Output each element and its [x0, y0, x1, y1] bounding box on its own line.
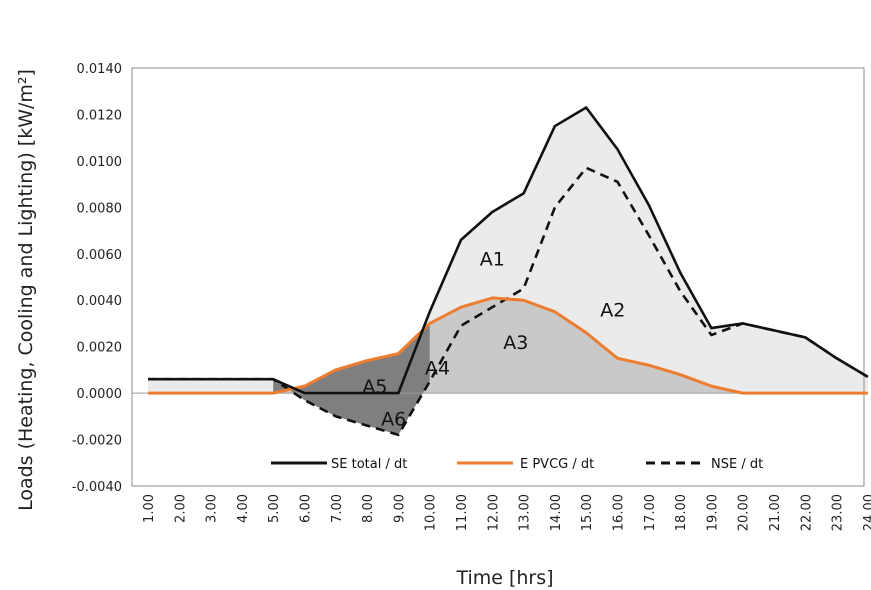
y-tick-labels: 0.0140 0.0120 0.0100 0.0080 0.0060 0.0040 0.00… — [72, 62, 122, 495]
x-axis-title: Time [hrs] — [455, 567, 553, 589]
x-tick-label: 12.00 — [486, 494, 501, 531]
area-label-a3: A3 — [503, 332, 528, 354]
x-tick-label: 1.00 — [142, 494, 157, 523]
x-tick-label: 15.00 — [580, 494, 595, 531]
x-tick-label: 13.00 — [518, 494, 533, 531]
series-line-0 — [148, 106, 869, 395]
shaded-areas — [148, 107, 868, 435]
legend-label-2: NSE / dt — [711, 457, 763, 472]
area-fill-pv — [148, 297, 868, 394]
area-fill-light — [148, 107, 868, 394]
x-tick-label: 14.00 — [549, 494, 564, 531]
area-labels: A1 A2 A3 A4 A5 A6 — [362, 248, 625, 430]
x-tick-label: 10.00 — [424, 494, 439, 531]
y-tick-label: 0.0120 — [77, 108, 123, 123]
y-tick-label: 0.0100 — [77, 155, 123, 170]
x-tick-label: 5.00 — [267, 494, 282, 523]
y-axis-title: Loads (Heating, Cooling and Lighting) [k… — [15, 69, 37, 511]
plot-frame — [131, 67, 865, 487]
legend-label-1: E PVCG / dt — [520, 457, 594, 472]
x-tick-label: 11.00 — [455, 494, 470, 531]
area-label-a5: A5 — [362, 376, 387, 398]
x-tick-label: 23.00 — [831, 494, 846, 531]
x-tick-label: 22.00 — [799, 494, 814, 531]
legend: SE total / dt E PVCG / dt NSE / dt — [271, 457, 763, 472]
x-tick-label: 2.00 — [173, 494, 188, 523]
x-tick-label: 21.00 — [768, 494, 783, 531]
y-tick-label: 0.0000 — [77, 387, 123, 402]
y-tick-label: 0.0060 — [77, 248, 123, 263]
x-tick-label: 9.00 — [392, 494, 407, 523]
x-tick-label: 7.00 — [330, 494, 345, 523]
y-tick-label: 0.0020 — [77, 341, 123, 356]
x-tick-label: 8.00 — [361, 494, 376, 523]
area-label-a6: A6 — [381, 409, 406, 431]
x-tick-label: 16.00 — [612, 494, 627, 531]
x-tick-label: 19.00 — [705, 494, 720, 531]
series-lines — [148, 106, 869, 437]
series-line-1 — [148, 296, 868, 395]
area-fill-dark — [273, 323, 430, 435]
legend-label-0: SE total / dt — [331, 457, 407, 472]
y-tick-label: 0.0080 — [77, 201, 123, 216]
x-tick-label: 6.00 — [299, 494, 314, 523]
x-tick-label: 18.00 — [674, 494, 689, 531]
x-tick-labels: 1.00 2.00 3.00 4.00 5.00 6.00 7.00 8.00 9.00 10.0… — [142, 494, 871, 531]
area-label-a2: A2 — [600, 300, 625, 322]
x-tick-label: 4.00 — [236, 494, 251, 523]
y-tick-label: -0.0040 — [72, 480, 122, 495]
y-tick-label: 0.0140 — [77, 62, 123, 77]
area-label-a4: A4 — [425, 358, 450, 380]
x-tick-label: 17.00 — [643, 494, 658, 531]
y-tick-label: 0.0040 — [77, 294, 123, 309]
y-tick-label: -0.0020 — [72, 434, 122, 449]
x-tick-label: 20.00 — [737, 494, 752, 531]
x-tick-label: 24.00 — [862, 494, 871, 531]
area-label-a1: A1 — [480, 248, 505, 270]
x-tick-label: 3.00 — [205, 494, 220, 523]
